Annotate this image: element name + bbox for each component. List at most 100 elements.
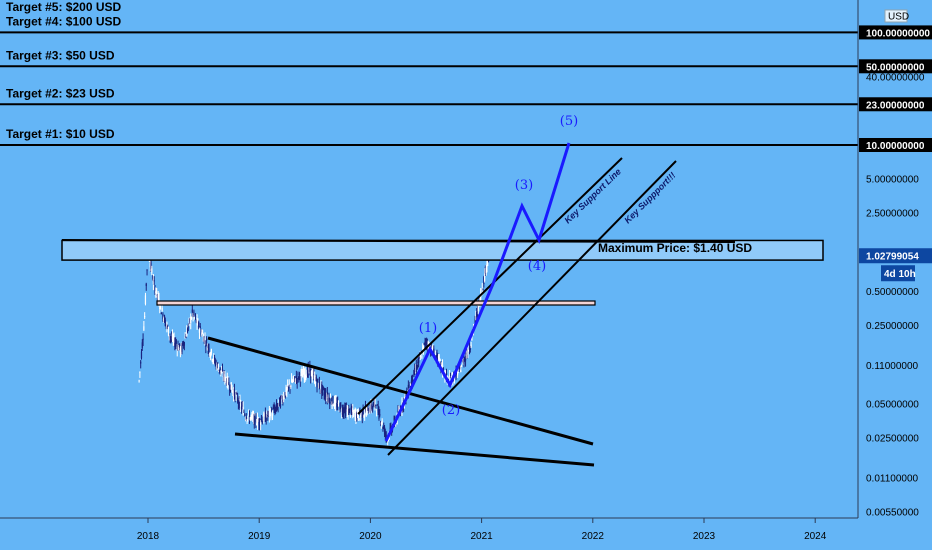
candle-body <box>469 348 471 350</box>
candle-body <box>211 359 213 361</box>
candle-body <box>414 367 416 373</box>
time-tick-label: 2018 <box>137 531 160 542</box>
candle-body <box>295 376 297 379</box>
candle-body <box>188 319 190 321</box>
candle-body <box>231 388 233 392</box>
currency-badge[interactable] <box>884 9 908 23</box>
candle-body <box>350 407 352 411</box>
candle-body <box>318 382 321 389</box>
candle-body <box>232 390 234 394</box>
candle-body <box>390 425 392 429</box>
candle-body <box>422 347 424 349</box>
candle-body <box>421 356 423 358</box>
candle-body <box>418 357 420 363</box>
candle-body <box>281 397 283 402</box>
candle-body <box>212 359 214 362</box>
wedge-upper-line[interactable] <box>207 336 594 446</box>
candle-body <box>366 407 368 415</box>
countdown-tag <box>881 265 915 282</box>
candle-body <box>215 362 217 365</box>
candle-body <box>218 369 220 371</box>
candle-body <box>163 317 165 322</box>
candle-body <box>477 302 479 312</box>
candle-body <box>288 384 290 386</box>
candle-body <box>282 399 284 403</box>
candle-body <box>239 398 241 401</box>
candle-body <box>388 437 390 439</box>
candle-body <box>279 398 282 407</box>
current-price-tag <box>859 248 932 264</box>
candle-body <box>385 431 387 437</box>
price-tick-label: 0.01100000 <box>866 474 919 485</box>
candle-body <box>262 419 264 422</box>
candle-body <box>419 354 421 357</box>
candle-body <box>170 336 172 338</box>
candle-body <box>292 379 294 381</box>
target-lines-layer <box>0 31 858 146</box>
candle-body <box>299 377 301 382</box>
candle-body <box>271 413 274 416</box>
candle-body <box>198 329 201 333</box>
candle-body <box>247 415 249 418</box>
candle-body <box>412 379 414 382</box>
candle-body <box>369 406 371 412</box>
candle-body <box>474 319 476 324</box>
candle-body <box>144 315 146 318</box>
candle-body <box>155 288 158 296</box>
current-price-value: 1.02799054 <box>866 252 919 263</box>
candle-body <box>263 413 265 422</box>
candle-body <box>345 407 347 416</box>
candle-body <box>393 418 395 420</box>
candle-body <box>194 317 196 319</box>
candle-body <box>310 368 312 378</box>
candle-body <box>352 411 355 417</box>
price-tick-label: 40.00000000 <box>866 73 925 84</box>
candle-body <box>352 408 354 413</box>
candle-body <box>161 307 163 311</box>
elliott-wave-path[interactable] <box>384 142 571 442</box>
candle-body <box>274 409 276 414</box>
candle-body <box>257 420 259 422</box>
candle-body <box>361 410 363 418</box>
candle-body <box>457 367 460 372</box>
candle-body <box>138 380 140 382</box>
candle-body <box>437 354 439 365</box>
candle-body <box>179 343 181 348</box>
candle-body <box>255 416 257 423</box>
key-support-line[interactable] <box>357 157 623 415</box>
candle-body <box>287 385 290 387</box>
target-price-tag <box>859 59 932 74</box>
candle-body <box>181 344 183 352</box>
candle-body <box>225 377 227 381</box>
key-support-line-lower[interactable] <box>387 160 677 456</box>
candle-body <box>417 361 419 364</box>
currency-label: USD <box>888 12 909 23</box>
candle-body <box>183 342 185 346</box>
candle-body <box>460 365 463 367</box>
candle-body <box>287 384 289 390</box>
time-tick-label: 2021 <box>470 531 493 542</box>
wave-label-2: (2) <box>442 403 460 418</box>
candle-body <box>279 397 281 407</box>
candle-body <box>294 381 297 384</box>
wedge-lower-line[interactable] <box>234 432 595 467</box>
candle-body <box>305 375 307 378</box>
candle-body <box>317 378 319 380</box>
candle-body <box>484 266 487 274</box>
candle-body <box>172 337 174 341</box>
candle-body <box>289 385 291 389</box>
candle-body <box>331 402 333 406</box>
candle-body <box>476 308 479 317</box>
candle-body <box>272 408 274 410</box>
candle-body <box>200 331 202 335</box>
candle-body <box>457 370 459 376</box>
candle-body <box>347 407 349 416</box>
candle-body <box>383 426 385 428</box>
time-axis[interactable]: 2018 2019 2020 2021 2022 2023 2024 <box>0 517 858 542</box>
candle-body <box>264 413 266 416</box>
support-rectangle[interactable] <box>156 300 596 306</box>
candle-body <box>383 427 386 435</box>
price-axis[interactable]: 40.00000000 5.00000000 2.50000000 0.5000000… <box>857 0 932 550</box>
candle-body <box>371 404 373 409</box>
